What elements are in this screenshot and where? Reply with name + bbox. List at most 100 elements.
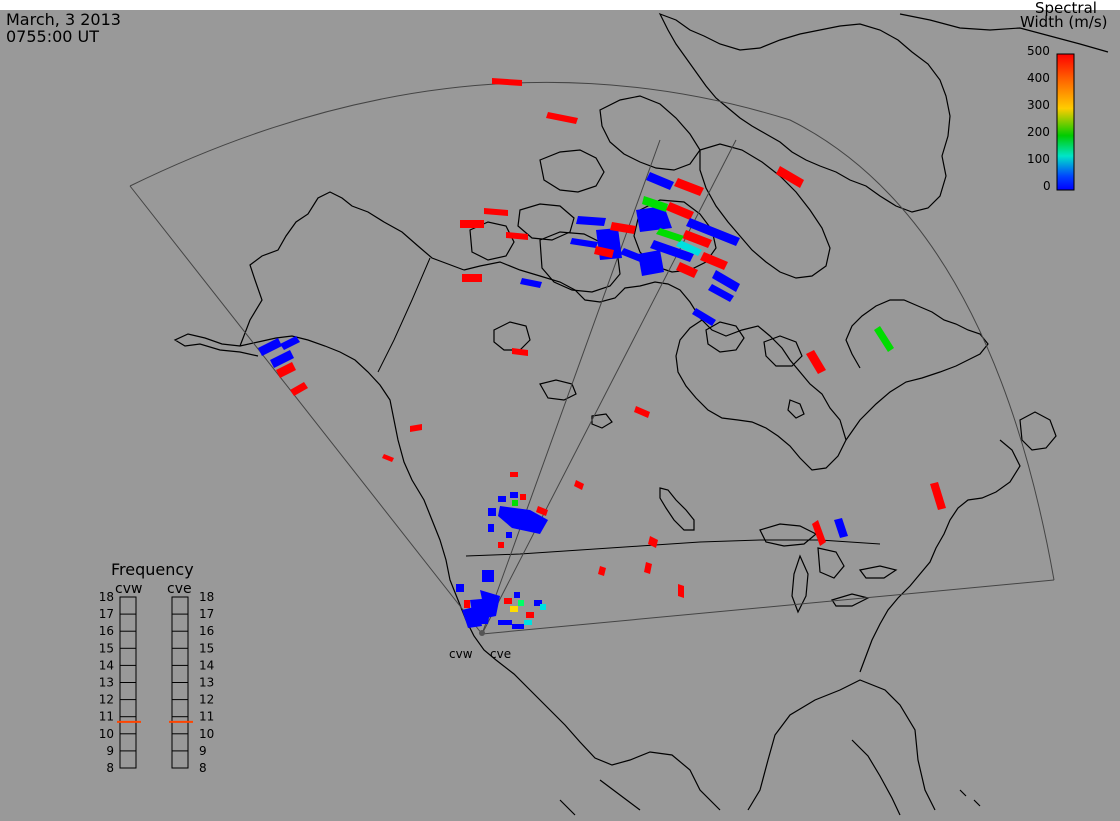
- scatter-cell: [280, 336, 300, 350]
- time-label: 0755:00 UT: [6, 27, 99, 46]
- scatter-cell: [610, 222, 636, 234]
- cvw-frequency-tick: 17: [99, 607, 114, 621]
- colorbar-tick: 0: [1043, 179, 1051, 193]
- frequency-tick-labels: 18 18 17 17 16 16 15 15 14 14 13 13 12 12 11 11 10 10 9 9 8 8: [99, 590, 215, 775]
- scatter-cell: [636, 206, 672, 232]
- scatter-cell: [480, 590, 500, 618]
- great-slave-lake: [539, 379, 577, 401]
- arctic-coastline: [463, 261, 847, 471]
- newfoundland-outline: [1019, 411, 1057, 451]
- colorbar-tick: 400: [1027, 71, 1050, 85]
- colorbar-title-line2: Width (m/s): [1020, 13, 1108, 31]
- cve-frequency-tick: 17: [199, 607, 214, 621]
- scatter-cell: [512, 624, 524, 629]
- scatter-cell: [270, 350, 294, 368]
- scatter-cell: [504, 598, 512, 604]
- scatter-cell: [498, 506, 548, 534]
- scatter-cell: [488, 508, 496, 516]
- scatter-cell: [646, 172, 674, 190]
- frequency-cve-label: cve: [167, 581, 192, 597]
- colorbar-title-line1: Spectral: [1035, 0, 1097, 17]
- scatter-cell: [708, 284, 734, 302]
- lake-winnipeg: [659, 487, 695, 531]
- scatter-cell: [650, 240, 694, 262]
- scatter-cell: [534, 600, 542, 606]
- arctic-island-1: [599, 95, 701, 171]
- labrador-coastline: [845, 299, 989, 441]
- coastline-outlines: [173, 12, 1109, 816]
- scatter-cell: [498, 496, 506, 502]
- scatter-cell: [570, 238, 598, 248]
- fov-beam-1: [481, 139, 661, 635]
- arctic-island-3: [517, 203, 575, 241]
- scatter-cell: [576, 216, 606, 226]
- scatter-cell: [620, 248, 644, 262]
- scatter-cell: [834, 518, 848, 538]
- lake-erie-ontario: [831, 565, 898, 607]
- scatter-cell: [520, 278, 542, 288]
- gulf-coast: [851, 739, 901, 816]
- maritimes-coastline: [859, 439, 1021, 673]
- scatter-cell: [526, 612, 534, 618]
- scatter-cell: [634, 406, 650, 418]
- james-bay: [787, 399, 805, 419]
- cve-frequency-tick: 14: [199, 658, 214, 672]
- scatter-cell: [598, 566, 606, 576]
- political-boundaries: [377, 257, 881, 557]
- cvw-frequency-tick: 15: [99, 641, 114, 655]
- cvw-frequency-tick: 18: [99, 590, 114, 604]
- scatter-cell: [712, 270, 740, 292]
- lake-athabasca: [591, 413, 613, 429]
- scatter-cell: [462, 274, 482, 282]
- scatter-cell: [524, 620, 532, 625]
- scatter-cell: [686, 218, 740, 246]
- scatter-cell: [930, 482, 946, 510]
- scatter-cell: [540, 604, 546, 610]
- colorbar-tick: 100: [1027, 152, 1050, 166]
- scatter-cell: [382, 454, 394, 462]
- scatter-cell: [648, 536, 658, 548]
- colorbar-gradient: [1056, 53, 1075, 191]
- cvw-site-label: cvw: [449, 647, 473, 661]
- cvw-frequency-tick: 8: [106, 761, 114, 775]
- scatter-cell: [676, 262, 698, 278]
- scatter-cell: [492, 78, 522, 86]
- scatter-cell: [642, 196, 668, 212]
- fov-east-edge: [481, 579, 1055, 635]
- scatter-cell: [644, 562, 652, 574]
- cve-frequency-tick: 10: [199, 727, 214, 741]
- cve-frequency-tick: 12: [199, 693, 214, 707]
- cvw-frequency-tick: 9: [106, 744, 114, 758]
- scatter-cell: [510, 472, 518, 477]
- frequency-title: Frequency: [111, 560, 194, 579]
- scatter-cell: [874, 326, 894, 352]
- radar-site-marker: [479, 630, 485, 636]
- scatter-cell: [482, 570, 494, 582]
- backscatter-cells: [258, 78, 946, 629]
- us-canada-border: [465, 539, 881, 557]
- scatter-cell: [498, 542, 504, 548]
- scatter-cell: [776, 166, 804, 188]
- scatter-cell: [506, 532, 512, 538]
- radar-sites: cvw cve: [449, 630, 511, 661]
- scatter-cell: [460, 220, 484, 228]
- colorbar-tick: 300: [1027, 98, 1050, 112]
- scatter-cell: [520, 494, 526, 500]
- scatter-cell: [700, 252, 728, 270]
- cve-frequency-tick: 11: [199, 710, 214, 724]
- cve-frequency-tick: 8: [199, 761, 207, 775]
- cvw-frequency-tick: 13: [99, 676, 114, 690]
- pacific-coastline: [173, 333, 936, 811]
- scatter-cell: [462, 606, 482, 628]
- cve-frequency-tick: 15: [199, 641, 214, 655]
- greenland-outline: [658, 12, 951, 213]
- frequency-panel: Frequency cvw cve 18 18 17 17 16 16 15 15 14 14 13…: [99, 560, 215, 775]
- cvw-frequency-tick: 12: [99, 693, 114, 707]
- scatter-cell: [510, 606, 518, 612]
- scatter-cell: [498, 620, 512, 625]
- scatter-cell: [806, 350, 826, 374]
- cve-site-label: cve: [490, 647, 511, 661]
- bahamas: [959, 789, 981, 807]
